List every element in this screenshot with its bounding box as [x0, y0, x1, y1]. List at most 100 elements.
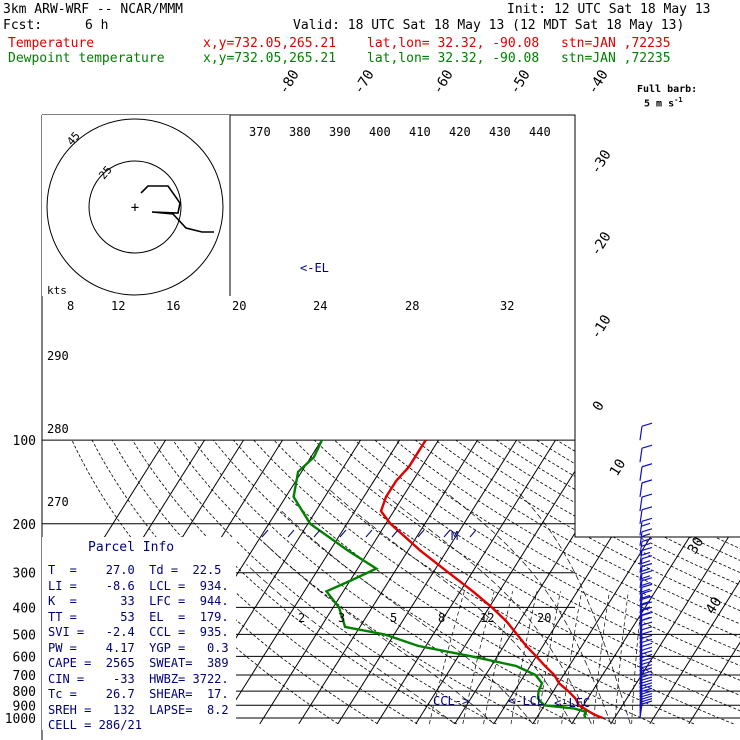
level-tick	[339, 529, 347, 538]
wind-barb-flag	[641, 634, 653, 639]
wind-barb-flag	[641, 444, 653, 449]
wind-barb	[639, 537, 653, 556]
wind-barb-staff	[639, 482, 643, 497]
level-tick	[469, 529, 477, 538]
wind-barb-flag	[640, 588, 651, 593]
wind-barb-staff	[639, 466, 643, 481]
wind-barb-flag	[640, 542, 651, 548]
parcel-info-row: PW = 4.17 YGP = 0.3	[48, 640, 229, 655]
wind-barb	[639, 626, 653, 644]
wind-barb	[639, 546, 653, 565]
wind-barb-flag	[641, 657, 653, 662]
parcel-info-title: Parcel Info	[88, 540, 175, 555]
dry-adiabat-line	[132, 439, 457, 725]
mixing-ratio-label: 20	[232, 299, 246, 313]
wind-barb-flag	[641, 660, 653, 665]
moist-adiabat-line	[281, 510, 534, 725]
isotherm-label: -60	[430, 67, 457, 97]
isotherm-label: -50	[507, 67, 534, 97]
parcel-info-row: TT = 53 EL = 179.	[48, 609, 229, 624]
wind-barb	[639, 422, 653, 441]
dew-legend-xy: x,y=732.05,265.21	[203, 51, 337, 66]
wind-barb-flag	[640, 522, 651, 527]
model-title: 3km ARW-WRF -- NCAR/MMM	[3, 2, 184, 17]
theta-label: 400	[369, 125, 391, 139]
wind-barb-staff	[639, 531, 643, 546]
wind-barb-staff	[639, 703, 643, 719]
pressure-tick-label: 800	[13, 685, 36, 700]
wind-barb	[639, 463, 653, 481]
wind-barb-flag	[640, 533, 651, 538]
temp-legend-latlon: lat,lon= 32.32, -90.08	[367, 36, 540, 51]
wind-barbs	[261, 422, 653, 719]
wind-barb-flag	[641, 642, 653, 647]
theta-label: 410	[409, 125, 431, 139]
wind-barb-flag	[641, 422, 653, 427]
isotherm-line	[337, 439, 517, 725]
wind-barb-flag	[641, 570, 653, 575]
dry-adiabat-line	[394, 439, 740, 725]
isotherm-line	[649, 439, 740, 725]
level-tick	[443, 529, 451, 538]
wind-barb-flag	[640, 567, 651, 573]
wind-barb-flag	[641, 676, 653, 681]
wind-barb-flag	[641, 577, 653, 582]
wind-barb-staff	[639, 587, 643, 602]
wind-barb	[639, 555, 653, 573]
barb-legend-line1: Full barb:	[637, 84, 698, 95]
wind-barb-flag	[641, 667, 653, 672]
dry-adiabat-line	[111, 439, 418, 725]
wind-barb-staff	[639, 625, 643, 640]
dew-legend-stn: stn=JAN ,72235	[561, 51, 671, 66]
level-tick	[417, 529, 425, 538]
parcel-info-panel: Parcel Info T = 27.0 Td = 22.5 LI = -8.6 …	[42, 537, 236, 732]
mixing-ratio-label: 16	[166, 299, 180, 313]
isotherm-line	[688, 439, 740, 725]
wind-barb-flag	[640, 582, 651, 587]
forecast-value: 6 h	[85, 18, 109, 33]
lfc-marker: <-LFC	[554, 696, 591, 710]
wind-barb	[639, 562, 653, 581]
wind-barb-flag	[641, 700, 653, 705]
isotherm-label: -80	[276, 67, 303, 97]
isotherm-label: 40	[703, 594, 726, 617]
wind-barb-flag	[641, 555, 653, 560]
theta-label: 440	[529, 125, 551, 139]
pressure-tick-label: 900	[13, 699, 36, 714]
dewpoint-line	[292, 439, 588, 719]
isotherm-line	[532, 439, 712, 725]
m-marker: M	[451, 529, 458, 543]
mixing-ratio-line	[593, 591, 610, 724]
temp-legend-xy: x,y=732.05,265.21	[203, 36, 337, 51]
temperature-line	[379, 439, 604, 720]
init-time: Init: 12 UTC Sat 18 May 13	[507, 2, 711, 17]
wind-barb-flag	[640, 575, 651, 580]
wind-barb-flag	[641, 630, 653, 635]
isotherm-label: -70	[351, 67, 378, 97]
mixing-ratio-label: 8	[438, 611, 445, 625]
theta-label: 370	[249, 125, 271, 139]
level-tick	[365, 529, 373, 538]
wind-barb	[639, 570, 653, 588]
dry-adiabat-line	[91, 439, 378, 725]
wind-barb	[639, 517, 653, 536]
isotherm-label: -20	[588, 229, 615, 259]
wind-barb-staff	[639, 615, 643, 630]
wind-barb-flag	[641, 621, 653, 626]
wind-barb-flag	[641, 528, 653, 533]
wind-barb-staff	[639, 573, 643, 588]
isotherm-line	[298, 439, 478, 725]
wind-barb-staff	[639, 496, 643, 512]
wind-barb-flag	[641, 611, 653, 617]
theta-label: 390	[329, 125, 351, 139]
wind-barb-flag	[641, 664, 653, 669]
isotherm-label: -40	[585, 67, 612, 97]
wind-barb-staff	[639, 550, 643, 565]
wind-barb-flag	[641, 517, 653, 522]
level-tick	[261, 529, 269, 538]
wind-barb-flag	[641, 606, 653, 611]
wind-barb-flag	[641, 601, 653, 606]
pressure-tick-label: 200	[13, 518, 36, 533]
level-tick	[287, 529, 295, 538]
